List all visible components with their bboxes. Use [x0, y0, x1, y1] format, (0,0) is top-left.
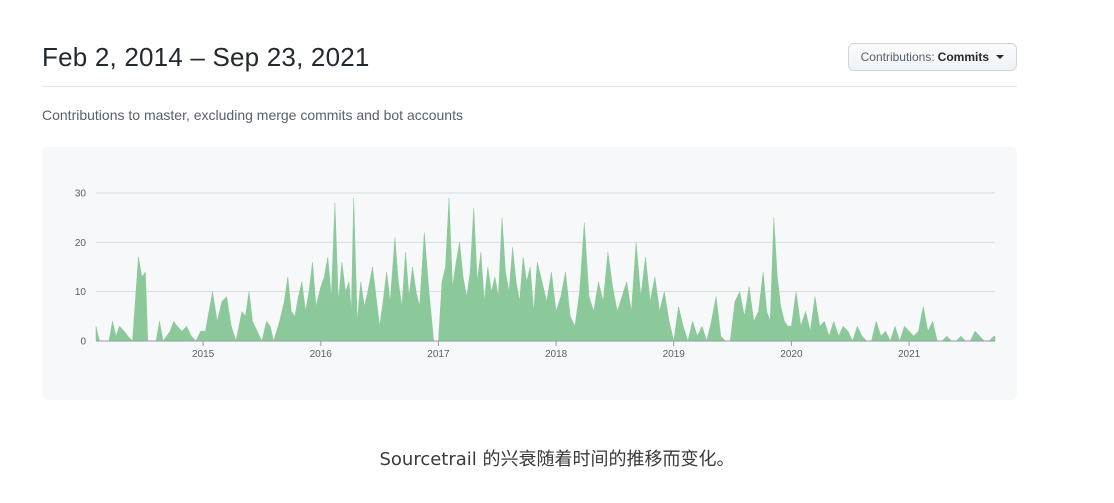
x-tick-label: 2016: [310, 349, 333, 360]
caret-down-icon: [996, 55, 1004, 59]
commits-area-series: [95, 197, 996, 342]
figure-caption: Sourcetrail 的兴衰随着时间的推移而变化。: [379, 449, 735, 470]
date-range-title: Feb 2, 2014 – Sep 23, 2021: [42, 42, 370, 72]
header: Feb 2, 2014 – Sep 23, 2021 Contributions…: [42, 36, 1017, 87]
contributions-chart: 0 10 20 30 2015 2016 2017 2018 2019 2020 2021: [42, 147, 1017, 400]
x-tick-label: 2018: [545, 349, 568, 360]
x-tick-label: 2021: [898, 349, 921, 360]
chart-subtitle: Contributions to master, excluding merge…: [42, 107, 463, 123]
y-tick-label: 0: [80, 337, 86, 348]
y-tick-label: 20: [75, 238, 87, 249]
chart-svg: 0 10 20 30 2015 2016 2017 2018 2019 2020 2021: [75, 189, 996, 360]
x-tick-label: 2015: [192, 349, 215, 360]
x-tick-label: 2017: [427, 349, 450, 360]
x-tick-label: 2020: [780, 349, 803, 360]
contributions-dropdown-button[interactable]: Contributions: Commits: [847, 43, 1017, 71]
y-tick-label: 10: [75, 287, 87, 298]
x-tick-label: 2019: [663, 349, 686, 360]
contributions-value: Commits: [937, 50, 989, 64]
y-tick-label: 30: [75, 189, 87, 200]
contributions-label: Contributions:: [860, 50, 935, 64]
